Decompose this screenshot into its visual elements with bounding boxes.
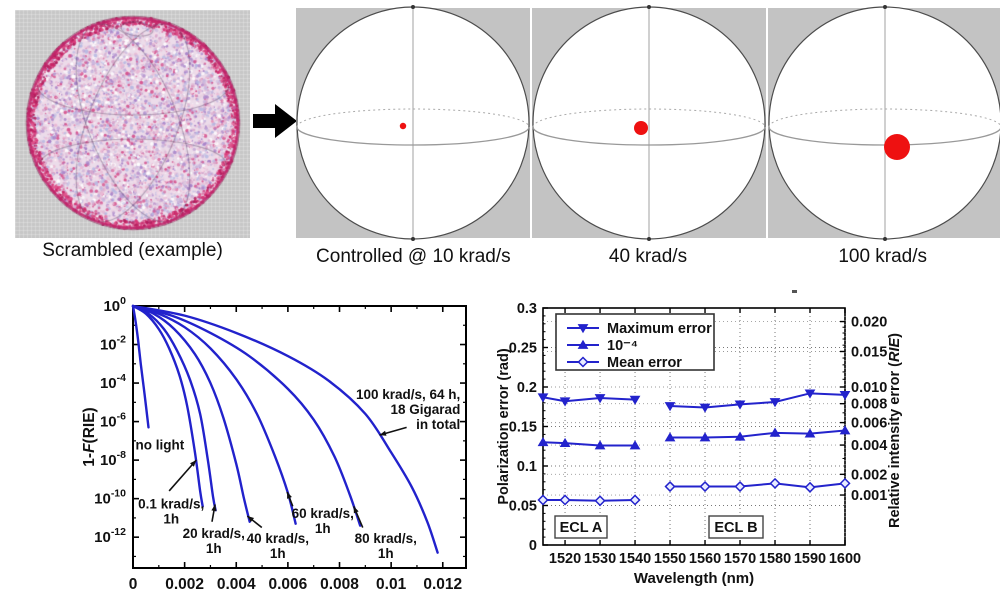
sphere-panel-0 <box>296 5 530 241</box>
svg-text:1590: 1590 <box>794 551 826 567</box>
svg-text:1-F(RIE): 1-F(RIE) <box>81 407 98 466</box>
svg-text:ECL B: ECL B <box>714 520 757 536</box>
svg-text:60 krad/s,: 60 krad/s, <box>292 506 354 521</box>
svg-text:0.15: 0.15 <box>509 420 537 436</box>
svg-text:1580: 1580 <box>759 551 791 567</box>
svg-text:0.25: 0.25 <box>509 341 537 357</box>
svg-text:20 krad/s,: 20 krad/s, <box>183 526 245 541</box>
svg-text:10-8: 10-8 <box>100 449 126 469</box>
controlled-spheres-row <box>296 5 1000 241</box>
svg-text:1h: 1h <box>315 521 331 536</box>
sphere-caption-40krad: 40 krad/s <box>608 246 688 267</box>
svg-text:10-12: 10-12 <box>94 526 126 546</box>
svg-text:Wavelength (nm): Wavelength (nm) <box>634 570 754 587</box>
svg-text:18 Gigarad: 18 Gigarad <box>391 402 461 417</box>
svg-text:1h: 1h <box>163 511 179 526</box>
scrambled-sphere-panel <box>15 10 250 238</box>
svg-text:0.001: 0.001 <box>851 488 887 504</box>
svg-text:0.020: 0.020 <box>851 315 887 331</box>
svg-text:10⁻⁴: 10⁻⁴ <box>607 338 638 354</box>
scrambled-caption: Scrambled (example) <box>42 240 223 261</box>
svg-text:0.1: 0.1 <box>517 459 537 475</box>
svg-text:0: 0 <box>129 576 138 593</box>
sphere-panel-2 <box>768 5 1000 241</box>
svg-text:1h: 1h <box>270 546 286 561</box>
svg-text:Mean error: Mean error <box>607 355 682 371</box>
svg-text:0.004: 0.004 <box>851 438 887 454</box>
svg-text:1560: 1560 <box>689 551 721 567</box>
svg-text:0.1 krad/s,: 0.1 krad/s, <box>138 496 204 511</box>
svg-text:1550: 1550 <box>654 551 686 567</box>
svg-text:10-4: 10-4 <box>100 372 126 392</box>
svg-text:in total: in total <box>416 417 460 432</box>
svg-text:10-6: 10-6 <box>100 411 126 431</box>
svg-text:0: 0 <box>529 538 537 554</box>
sphere-caption-10krad: Controlled @ 10 krad/s <box>316 246 511 267</box>
svg-text:0.006: 0.006 <box>268 576 307 593</box>
svg-text:40 krad/s,: 40 krad/s, <box>247 531 309 546</box>
chart-wavelength-error: 1520 1530 1540 1550 1560 1570 1580 1590 1600 0 0.0… <box>495 288 1000 604</box>
svg-text:no light: no light <box>135 438 184 453</box>
svg-text:Polarization error (rad): Polarization error (rad) <box>496 348 512 504</box>
svg-text:0.008: 0.008 <box>851 397 887 413</box>
svg-text:0.010: 0.010 <box>851 380 887 396</box>
svg-text:10-10: 10-10 <box>94 488 126 508</box>
scrambled-poincare-sphere <box>15 10 250 238</box>
svg-text:0.015: 0.015 <box>851 344 887 360</box>
svg-text:0.002: 0.002 <box>165 576 204 593</box>
svg-text:100 krad/s, 64 h,: 100 krad/s, 64 h, <box>356 387 460 402</box>
svg-text:Maximum error: Maximum error <box>607 321 712 337</box>
sop-dot <box>399 122 407 130</box>
sphere-captions: Controlled @ 10 krad/s 40 krad/s 100 kra… <box>296 246 1000 268</box>
svg-text:0.01: 0.01 <box>376 576 407 593</box>
svg-text:100: 100 <box>103 295 126 315</box>
svg-text:1570: 1570 <box>724 551 756 567</box>
svg-text:1520: 1520 <box>549 551 581 567</box>
svg-text:0.006: 0.006 <box>851 416 887 432</box>
svg-text:80 krad/s,: 80 krad/s, <box>355 531 417 546</box>
svg-text:0.002: 0.002 <box>851 467 887 483</box>
svg-text:10-2: 10-2 <box>100 334 126 354</box>
svg-text:ECL A: ECL A <box>560 520 603 536</box>
svg-text:1530: 1530 <box>584 551 616 567</box>
svg-text:Relative intensity error (RIE): Relative intensity error (RIE) <box>887 333 903 528</box>
chart-rie-cdf: 0 0.002 0.004 0.006 0.008 0.01 0.012 100 10-2 10-… <box>78 288 492 604</box>
right-arrow-icon <box>253 102 297 140</box>
svg-text:0.008: 0.008 <box>320 576 359 593</box>
sphere-caption-100krad: 100 krad/s <box>838 246 928 267</box>
svg-text:0.2: 0.2 <box>517 380 537 396</box>
svg-text:0.3: 0.3 <box>517 301 537 317</box>
svg-text:1h: 1h <box>206 541 222 556</box>
svg-text:1h: 1h <box>378 546 394 561</box>
svg-text:0.004: 0.004 <box>217 576 256 593</box>
sop-dot <box>884 134 910 160</box>
svg-text:0.05: 0.05 <box>509 499 537 515</box>
svg-text:1540: 1540 <box>619 551 651 567</box>
sop-dot <box>634 121 648 135</box>
sphere-panel-1 <box>532 5 766 241</box>
svg-text:1600: 1600 <box>829 551 861 567</box>
svg-text:0.012: 0.012 <box>423 576 462 593</box>
